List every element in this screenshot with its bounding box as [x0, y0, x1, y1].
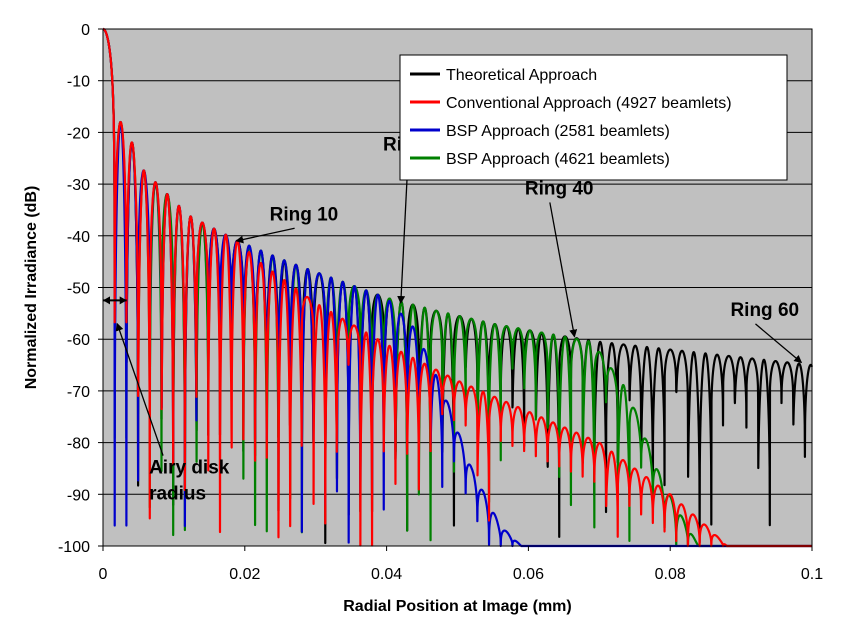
series-line-1 — [102, 27, 812, 548]
axes: 0 -10 -20 -30 -40 -50 -60 -70 -80 -90 -100 0 0.02 0.0… — [58, 22, 823, 583]
legend-label: BSP Approach (4621 beamlets) — [446, 151, 670, 168]
x-axis-label: Radial Position at Image (mm) — [343, 598, 571, 615]
annotation-label: Ring 10 — [270, 204, 339, 225]
annotation-label: Ring 60 — [730, 300, 799, 321]
legend: Theoretical Approach Conventional Approac… — [399, 54, 788, 181]
legend-label: Theoretical Approach — [446, 67, 597, 84]
x-tick-label: 0.06 — [513, 566, 544, 583]
y-tick-label: -40 — [67, 229, 90, 246]
legend-label: Conventional Approach (4927 beamlets) — [446, 95, 732, 112]
y-tick-label: -60 — [67, 332, 90, 349]
annotation-label: Airy disk radius — [149, 458, 230, 505]
x-tick-label: 0.04 — [371, 566, 402, 583]
legend-box — [399, 54, 788, 181]
y-tick-label: -30 — [67, 177, 90, 194]
x-tick-label: 0 — [99, 566, 108, 583]
y-tick-label: -90 — [67, 487, 90, 504]
legend-label: BSP Approach (2581 beamlets) — [446, 123, 670, 140]
airy-disk-arrow-right — [119, 296, 127, 305]
annotation-label: Ring 40 — [525, 178, 594, 199]
y-tick-label: -10 — [67, 74, 90, 91]
annotation-arrow — [755, 323, 803, 364]
y-tick-label: -80 — [67, 436, 90, 453]
annotation-arrow — [397, 158, 409, 305]
x-tick-label: 0.1 — [801, 566, 823, 583]
y-tick-label: -70 — [67, 384, 90, 401]
y-tick-label: -100 — [58, 539, 90, 556]
annotation-arrow — [549, 202, 578, 338]
y-tick-label: 0 — [81, 22, 90, 39]
annotation-line: Ring 60 — [730, 300, 799, 321]
y-axis-label: Normalized Irradiance (dB) — [23, 186, 40, 390]
annotation-line: Ring 40 — [525, 178, 594, 199]
annotation-line: radius — [149, 484, 206, 505]
y-tick-label: -50 — [67, 281, 90, 298]
x-tick-label: 0.08 — [655, 566, 686, 583]
annotation-arrow — [235, 227, 295, 244]
y-tick-label: -20 — [67, 125, 90, 142]
x-tick-label: 0.02 — [229, 566, 260, 583]
annotation-arrow — [115, 322, 164, 456]
annotation-line: Ring 10 — [270, 204, 339, 225]
airy-disk-arrow-left — [103, 296, 110, 305]
annotation-line: Airy disk — [149, 458, 230, 479]
